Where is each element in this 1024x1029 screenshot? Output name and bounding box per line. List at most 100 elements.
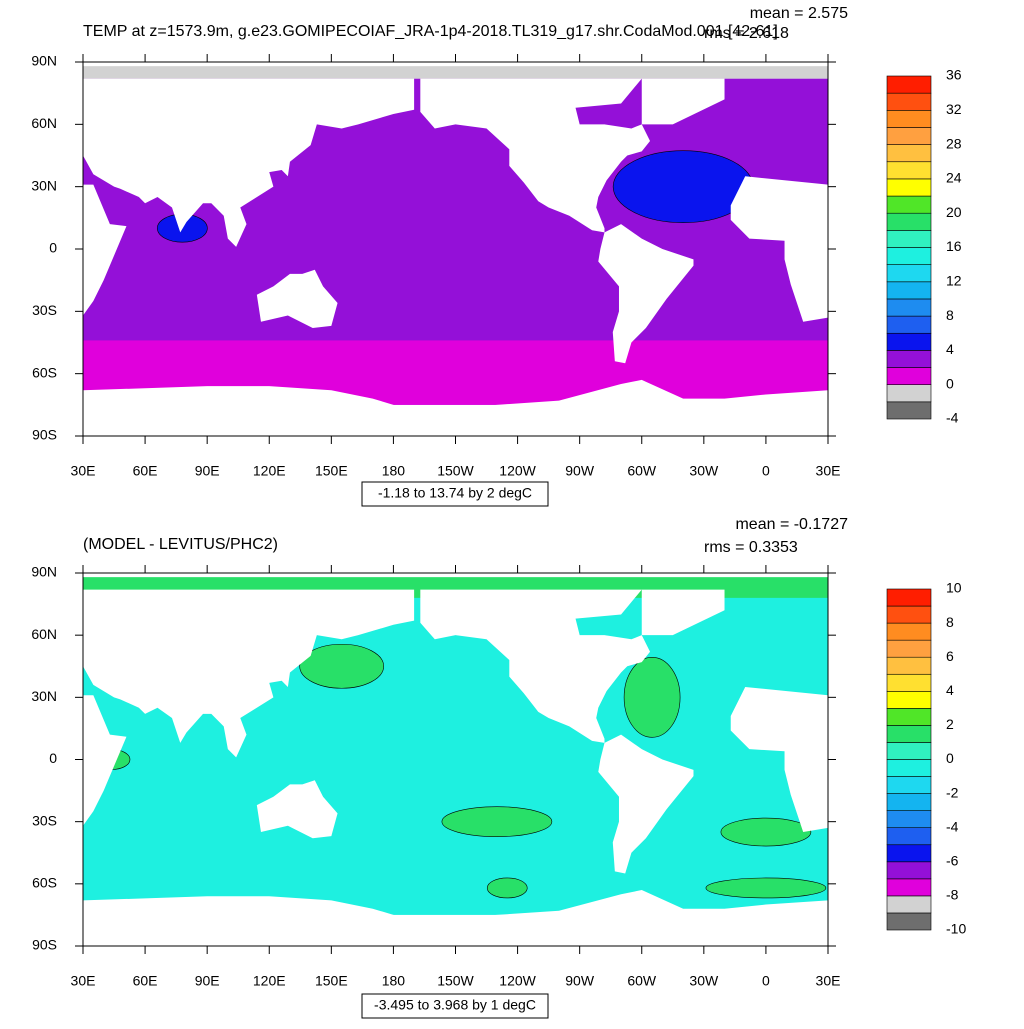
lon-label: 30E — [71, 973, 96, 989]
mean-label: mean = -0.1727 — [735, 516, 848, 533]
colorbar-label: 4 — [946, 341, 954, 357]
lon-label: 90W — [565, 973, 595, 989]
colorbar-box — [886, 639, 932, 658]
colorbar-box — [886, 161, 932, 180]
land — [256, 780, 338, 839]
lon-label: 30E — [71, 463, 96, 479]
range-label: -3.495 to 3.968 by 1 degC — [374, 997, 536, 1013]
lon-label: 180 — [382, 973, 406, 989]
colorbar-box — [886, 895, 932, 914]
colorbar-box — [886, 384, 932, 403]
lat-label: 90N — [31, 564, 57, 580]
lat-label: 0 — [49, 750, 57, 766]
colorbar-label: 28 — [946, 135, 962, 151]
colorbar-box — [886, 708, 932, 726]
lon-label: 60W — [627, 973, 657, 989]
colorbar-box — [886, 793, 932, 811]
range-box — [361, 993, 549, 1019]
lon-label: 150E — [315, 973, 348, 989]
colorbar-box — [886, 878, 932, 897]
colorbar-box — [886, 110, 932, 128]
colorbar-label: 24 — [946, 170, 962, 186]
lon-label: 0 — [762, 973, 770, 989]
colorbar-box — [886, 844, 932, 863]
lat-label: 90S — [32, 937, 57, 953]
colorbar-label: -8 — [946, 887, 959, 903]
lat-label: 30S — [32, 302, 57, 318]
lon-label: 60E — [133, 463, 158, 479]
colorbar-label: -6 — [946, 853, 959, 869]
panel-title: TEMP at z=1573.9m, g.e23.GOMIPECOIAF_JRA… — [83, 23, 778, 40]
lat-label: 60N — [31, 626, 57, 642]
colorbar-label: 36 — [946, 67, 962, 83]
colorbar-box — [886, 656, 932, 675]
colorbar-label: 2 — [946, 716, 954, 732]
colorbar-box — [886, 673, 932, 692]
colorbar-box — [886, 810, 932, 829]
land — [420, 78, 651, 233]
colorbar-label: -2 — [946, 784, 959, 800]
colorbar-box — [886, 230, 932, 248]
colorbar-box — [886, 298, 932, 317]
colorbar-label: -4 — [946, 818, 959, 834]
colorbar-label: -4 — [946, 410, 959, 426]
lon-label: 120W — [499, 973, 536, 989]
land — [256, 269, 338, 328]
arctic-field — [83, 66, 828, 79]
lon-label: 90W — [565, 463, 595, 479]
lon-label: 90E — [195, 463, 220, 479]
colorbar-box — [886, 861, 932, 880]
lon-label: 150E — [315, 463, 348, 479]
land — [83, 184, 127, 316]
lon-label: 150W — [437, 973, 474, 989]
land — [83, 589, 415, 758]
land — [598, 224, 694, 364]
colorbar-box — [886, 690, 932, 709]
lat-label: 90S — [32, 427, 57, 443]
lon-label: 90E — [195, 973, 220, 989]
colorbar-box — [886, 827, 932, 846]
colorbar-box — [886, 144, 932, 163]
lon-label: 60W — [627, 463, 657, 479]
colorbar-label: 4 — [946, 682, 954, 698]
panel-title: (MODEL - LEVITUS/PHC2) — [83, 536, 278, 553]
colorbar-box — [886, 75, 932, 94]
range-label: -1.18 to 13.74 by 2 degC — [378, 485, 532, 501]
colorbar-label: 0 — [946, 375, 954, 391]
land — [83, 379, 828, 436]
colorbar-box — [886, 588, 932, 607]
colorbar-label: 8 — [946, 307, 954, 323]
lat-label: 90N — [31, 53, 57, 69]
colorbar-box — [886, 350, 932, 368]
colorbar-label: 8 — [946, 614, 954, 630]
land — [420, 589, 651, 743]
lat-label: 0 — [49, 240, 57, 256]
colorbar-label: 12 — [946, 273, 962, 289]
colorbar-box — [886, 281, 932, 300]
lon-label: 60E — [133, 973, 158, 989]
land — [730, 176, 828, 322]
colorbar-box — [886, 742, 932, 760]
colorbar-box — [886, 605, 932, 624]
colorbar-box — [886, 759, 932, 777]
colorbar-box — [886, 92, 932, 111]
lat-label: 60N — [31, 115, 57, 131]
colorbar-box — [886, 315, 932, 334]
field-patch — [486, 877, 528, 899]
lon-label: 30W — [689, 463, 719, 479]
rms-label: rms = 0.3353 — [704, 539, 798, 556]
lon-label: 30W — [689, 973, 719, 989]
colorbar-box — [886, 776, 932, 794]
mean-label: mean = 2.575 — [750, 5, 848, 22]
colorbar-label: 16 — [946, 238, 962, 254]
colorbar-label: 6 — [946, 648, 954, 664]
lon-label: 120E — [253, 973, 286, 989]
colorbar-box — [886, 725, 932, 743]
field-patch — [623, 657, 681, 738]
field-patch — [705, 877, 827, 899]
field-patch — [720, 817, 812, 847]
land — [730, 686, 828, 833]
colorbar-box — [886, 367, 932, 385]
colorbar-label: 32 — [946, 101, 962, 117]
